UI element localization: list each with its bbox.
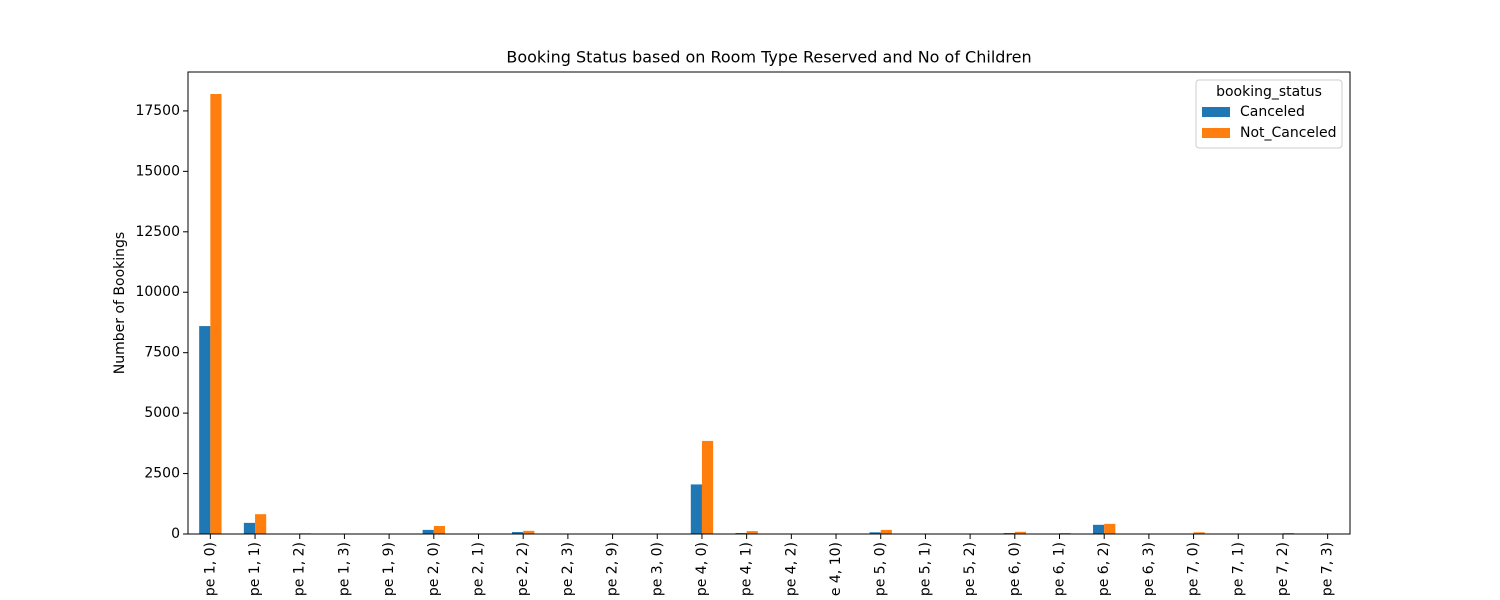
y-tick-label: 15000 [135,163,180,179]
x-tick-label: pe 2, 3) [560,542,576,596]
bar [210,94,222,534]
x-tick-label: pe 1, 1) [247,542,263,596]
bar [512,532,524,534]
x-tick-label: pe 5, 1) [917,542,933,596]
x-tick-label: pe 6, 0) [1007,542,1023,596]
y-tick-label: 2500 [144,466,180,482]
legend-title: booking_status [1216,84,1322,100]
x-tick-label: pe 2, 0) [426,542,442,596]
x-tick-label: pe 7, 0) [1186,542,1202,596]
bar [1104,523,1116,534]
bar [199,326,211,534]
bar [433,526,445,534]
legend-label: Canceled [1240,104,1305,120]
y-tick-label: 5000 [144,405,180,421]
x-tick-label: pe 1, 0) [202,542,218,596]
x-tick-label: pe 6, 3) [1141,542,1157,596]
bar [1014,531,1026,534]
x-tick-label: pe 4, 1) [739,542,755,596]
x-tick-label: pe 4, 0) [694,542,710,596]
x-tick-label: pe 7, 2) [1275,542,1291,596]
y-tick-label: 17500 [135,103,180,119]
x-tick-label: pe 7, 3) [1320,542,1336,596]
bar [1093,524,1105,534]
x-tick-label: pe 1, 9) [381,542,397,596]
x-tick-label: pe 2, 2) [515,542,531,596]
bar [746,531,758,534]
x-tick-label: pe 1, 2) [292,542,308,596]
legend-swatch [1202,128,1230,138]
x-tick-label: pe 2, 1) [471,542,487,596]
x-tick-label: pe 6, 1) [1052,542,1068,596]
x-tick-label: pe 3, 0) [649,542,665,596]
bar [1193,532,1205,534]
x-tick-label: pe 1, 3) [336,542,352,596]
y-tick-label: 10000 [135,284,180,300]
bar [690,484,702,534]
y-tick-label: 7500 [144,345,180,361]
chart-title: Booking Status based on Room Type Reserv… [506,48,1031,67]
y-axis-label: Number of Bookings [112,232,128,374]
x-tick-label: e 4, 10) [828,542,844,596]
bar [701,440,714,534]
bar [869,532,881,534]
plot-frame [187,71,1351,535]
legend-box [1195,79,1343,149]
x-tick-label: pe 5, 2) [962,542,978,596]
x-tick-label: pe 2, 9) [605,542,621,596]
bar [243,522,256,534]
legend-swatch [1202,107,1230,117]
bar [255,514,267,534]
x-tick-label: pe 4, 2) [783,542,799,596]
x-tick-label: pe 7, 1) [1230,542,1246,596]
x-tick-label: pe 6, 2) [1096,542,1112,596]
legend-label: Not_Canceled [1240,125,1336,141]
y-tick-label: 0 [171,526,180,542]
x-tick-label: pe 5, 0) [873,542,889,596]
bar [422,529,434,534]
y-tick-label: 12500 [135,224,180,240]
bar [523,530,535,534]
bar [880,529,892,534]
